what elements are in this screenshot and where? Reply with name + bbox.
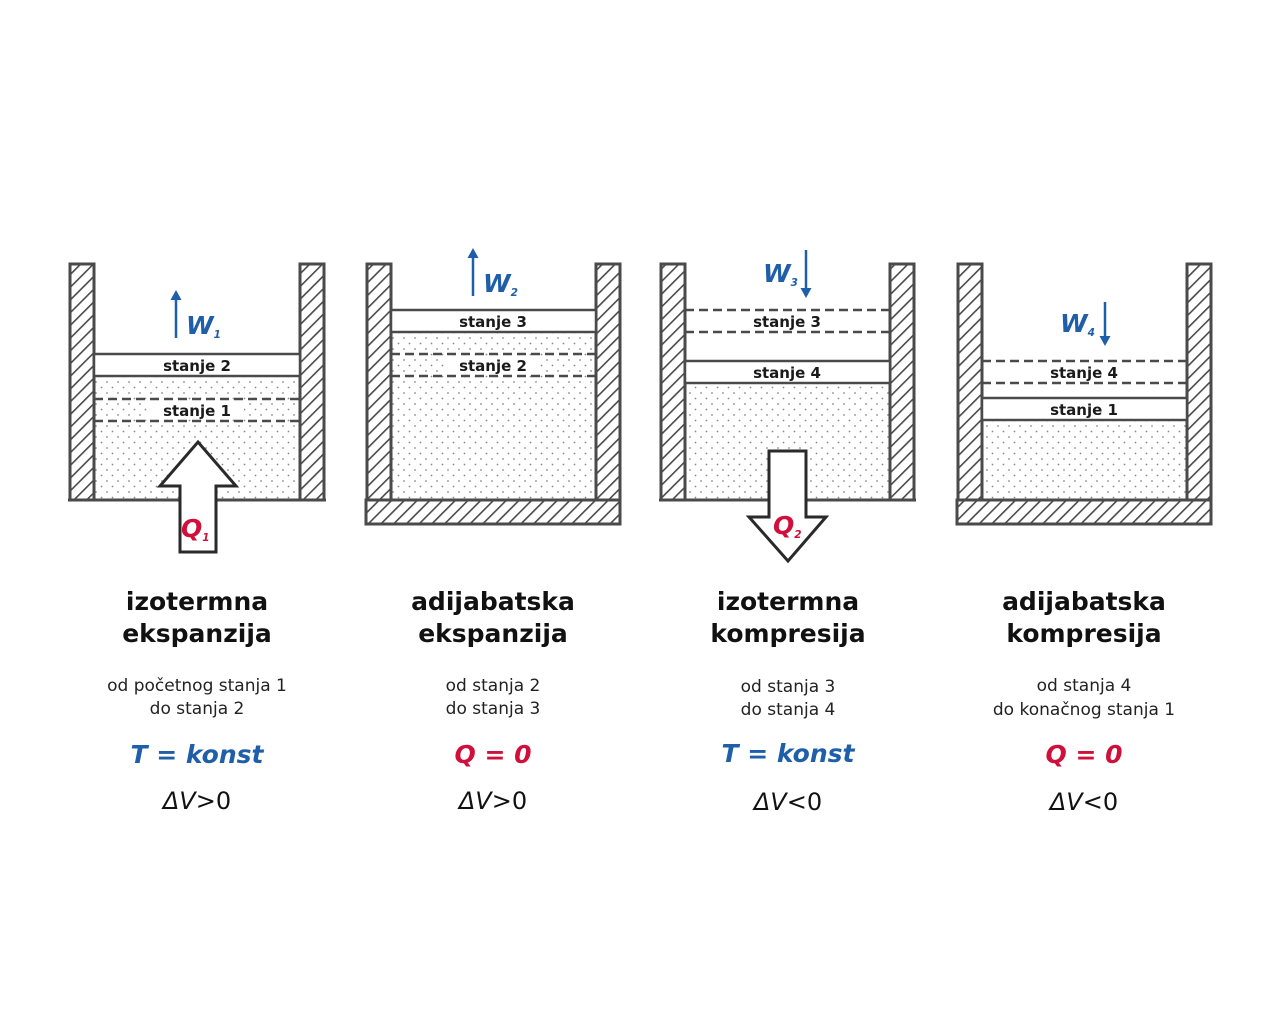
piston-label: stanje 1 [1050,401,1118,419]
piston-label: stanje 4 [1050,364,1118,382]
desc-line1: od početnog stanja 1 [107,676,287,696]
insulated-base [955,498,1213,526]
piston-label: stanje 1 [163,402,231,420]
title-line1: izotermna [717,587,859,616]
volume-change: ΔV>0 [161,787,231,815]
caption-3: izotermna kompresija od stanja 3 do stan… [710,587,865,816]
piston-label: stanje 3 [753,313,821,331]
cylinder-wall-right [888,262,916,502]
piston-solid [92,352,302,378]
panel-isothermal-compression: stanje 3 stanje 4 W3 Q2 izotermna kompre… [659,250,916,816]
title-line1: izotermna [126,587,268,616]
work-label: W2 [483,269,518,299]
condition-label: T = konst [131,740,265,769]
desc-line2: do konačnog stanja 1 [993,700,1175,720]
work-arrow-up: W1 [170,290,221,341]
work-label: W3 [763,259,798,289]
desc-line2: do stanja 4 [741,700,836,720]
desc-line2: do stanja 3 [446,699,541,719]
title-line2: ekspanzija [418,619,568,648]
work-arrow-down: W4 [1060,302,1111,346]
cylinder-2: stanje 3 stanje 2 [364,262,622,526]
caption-4: adijabatska kompresija od stanja 4 do ko… [993,587,1175,816]
cylinder-wall-left [956,262,984,502]
insulated-base [364,498,622,526]
piston-label: stanje 4 [753,364,821,382]
piston-solid [389,308,598,334]
desc-line2: do stanja 2 [150,699,245,719]
cylinder-wall-left [365,262,393,502]
piston-label: stanje 2 [163,357,231,375]
piston-solid [683,359,892,385]
heat-arrow-out: Q2 [745,449,830,564]
cylinder-wall-left [659,262,687,502]
work-arrow-down: W3 [763,250,812,298]
title-line1: adijabatska [411,587,575,616]
work-arrow-up: W2 [467,248,518,299]
panel-isothermal-expansion: stanje 2 stanje 1 W1 Q1 izotermna ekspan… [68,262,326,815]
desc-line1: od stanja 4 [1037,676,1132,696]
cylinder-4: stanje 4 stanje 1 [955,262,1213,526]
volume-change: ΔV<0 [1048,788,1118,816]
heat-label: Q2 [773,511,802,541]
title-line2: kompresija [1006,619,1161,648]
caption-2: adijabatska ekspanzija od stanja 2 do st… [411,587,575,815]
heat-arrow-in: Q1 [156,439,240,554]
gas-region [982,420,1187,500]
cylinder-wall-left [68,262,96,502]
desc-line1: od stanja 3 [741,677,836,697]
condition-label: T = konst [722,739,856,768]
condition-label: Q = 0 [1045,740,1122,769]
piston-solid [980,396,1189,422]
heat-label: Q1 [181,514,210,544]
cylinder-wall-right [594,262,622,502]
volume-change: ΔV<0 [752,788,822,816]
cylinder-1: stanje 2 stanje 1 [68,262,326,502]
work-label: W1 [186,311,221,341]
title-line1: adijabatska [1002,587,1166,616]
desc-line1: od stanja 2 [446,676,541,696]
piston-label: stanje 2 [459,357,527,375]
cylinder-wall-right [1185,262,1213,502]
volume-change: ΔV>0 [457,787,527,815]
caption-1: izotermna ekspanzija od početnog stanja … [107,587,287,815]
panel-adiabatic-compression: stanje 4 stanje 1 W4 adijabatska kompres… [955,262,1213,816]
panel-adiabatic-expansion: stanje 3 stanje 2 W2 adijabatska ekspanz… [364,248,622,815]
work-label: W4 [1060,309,1095,339]
piston-label: stanje 3 [459,313,527,331]
title-line2: ekspanzija [122,619,272,648]
title-line2: kompresija [710,619,865,648]
condition-label: Q = 0 [454,740,531,769]
cylinder-wall-right [298,262,326,502]
